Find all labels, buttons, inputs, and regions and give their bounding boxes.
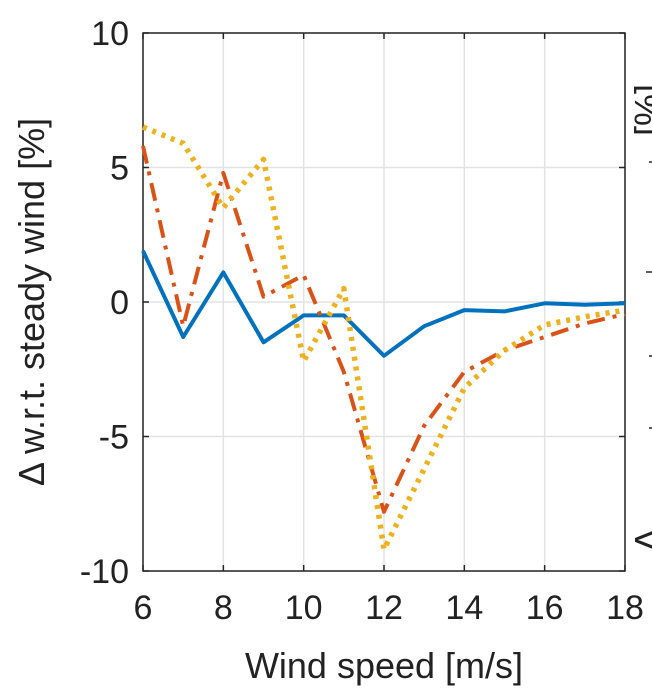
x-tick-label: 18	[606, 589, 644, 627]
series-group	[141, 124, 626, 553]
y-tick-label: 0	[110, 284, 129, 322]
series-line-1	[141, 250, 626, 358]
y-tick-labels: -10 -5 0 5 10	[80, 15, 129, 591]
y-tick-label: -10	[80, 553, 129, 591]
right-panel-fragment: [%] Δ	[627, 84, 652, 552]
x-tick-label: 16	[526, 589, 564, 627]
x-tick-label: 6	[134, 589, 153, 627]
x-tick-label: 8	[214, 589, 233, 627]
y-tick-label: -5	[99, 419, 129, 457]
y-tick-label: 5	[110, 150, 129, 188]
right-panel-ylabel-fragment: [%]	[627, 84, 652, 136]
x-tick-label: 14	[445, 589, 483, 627]
y-axis-label: Δ w.r.t. steady wind [%]	[11, 118, 52, 486]
y-tick-label: 10	[91, 15, 129, 53]
x-tick-labels: 6 8 10 12 14 16 18	[134, 589, 644, 627]
x-tick-label: 12	[365, 589, 403, 627]
x-tick-label: 10	[285, 589, 323, 627]
tick-marks	[142, 32, 626, 572]
right-panel-ylabel-glyph: Δ	[627, 528, 652, 552]
x-axis-label: Wind speed [m/s]	[245, 645, 523, 686]
series-line-2	[141, 145, 626, 514]
